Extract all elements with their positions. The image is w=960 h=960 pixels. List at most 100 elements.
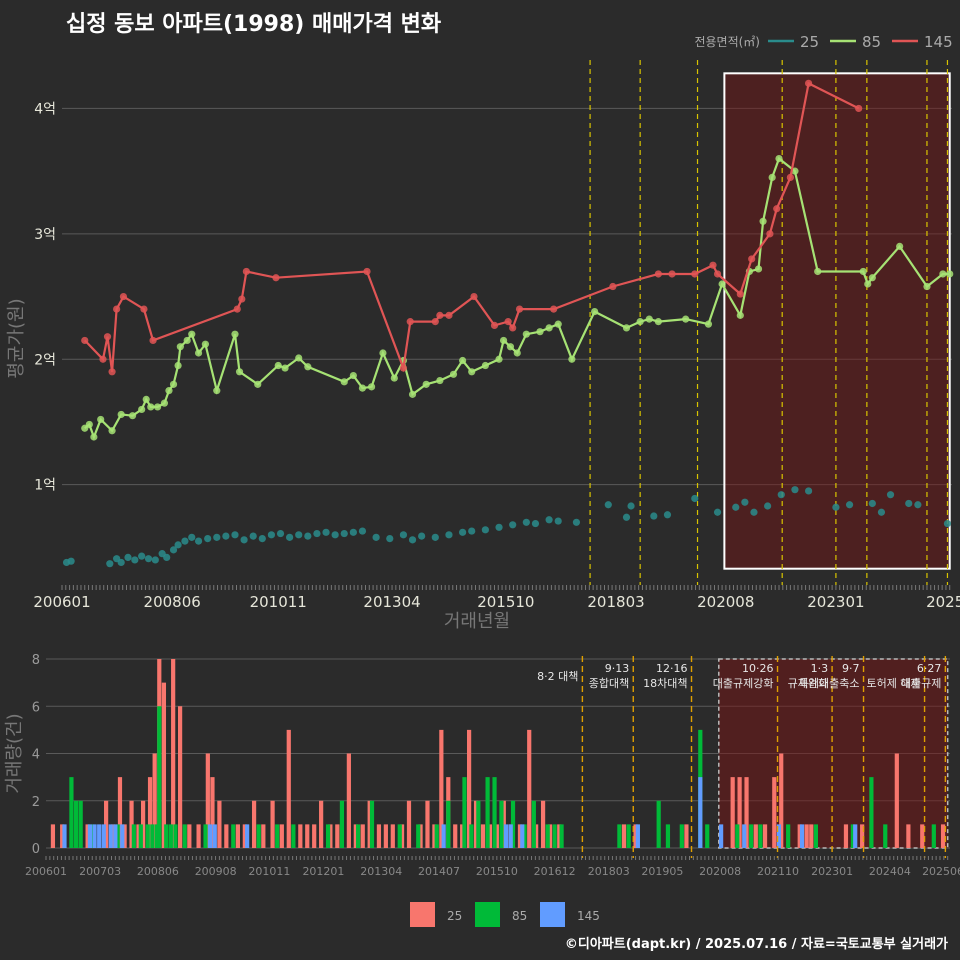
volume-bar-145 bbox=[799, 824, 805, 848]
data-point-25 bbox=[832, 503, 840, 511]
legend-label-145: 145 bbox=[924, 33, 953, 51]
credit-text: ©디아파트(dapt.kr) / 2025.07.16 / 자료=국토교통부 실… bbox=[564, 937, 948, 952]
data-point-85 bbox=[513, 349, 521, 357]
x-tick-label: 201011 bbox=[250, 593, 307, 611]
data-point-85 bbox=[522, 330, 530, 338]
volume-bar-145 bbox=[108, 824, 113, 848]
volume-bar-25 bbox=[117, 777, 123, 848]
data-point-145 bbox=[272, 274, 280, 282]
volume-bar-85 bbox=[485, 777, 490, 848]
data-point-85 bbox=[231, 330, 239, 338]
data-point-25 bbox=[764, 502, 772, 510]
volume-bar-85 bbox=[73, 800, 79, 848]
data-point-25 bbox=[531, 519, 540, 528]
data-point-25 bbox=[545, 516, 553, 524]
x-tick-label: 202404 bbox=[869, 865, 911, 878]
data-point-85 bbox=[859, 267, 867, 276]
volume-bar-25 bbox=[147, 777, 153, 848]
policy-label: 12·16 bbox=[656, 662, 688, 675]
data-point-25 bbox=[258, 534, 266, 543]
data-point-25 bbox=[914, 501, 922, 509]
data-point-25 bbox=[124, 553, 132, 562]
x-tick-label: 202008 bbox=[697, 593, 754, 611]
data-point-145 bbox=[399, 364, 408, 372]
data-point-85 bbox=[436, 376, 444, 385]
data-point-85 bbox=[591, 308, 599, 316]
data-point-145 bbox=[119, 292, 128, 301]
data-point-25 bbox=[943, 519, 952, 528]
chart-title: 십정 동보 아파트(1998) 매매가격 변화 bbox=[66, 12, 442, 37]
volume-bar-25 bbox=[129, 800, 134, 848]
volume-bar-85 bbox=[758, 824, 763, 848]
data-point-25 bbox=[286, 533, 294, 541]
volume-bar-25 bbox=[906, 824, 911, 848]
legend-label-145: 145 bbox=[577, 909, 600, 923]
data-point-85 bbox=[154, 403, 162, 411]
volume-bar-25 bbox=[473, 800, 479, 848]
policy-label: 종합대책 bbox=[589, 677, 629, 690]
volume-bar-25 bbox=[762, 824, 768, 848]
legend-swatch-25 bbox=[410, 902, 435, 927]
x-tick-label: 200806 bbox=[137, 865, 179, 878]
data-point-25 bbox=[750, 508, 758, 516]
volume-bar-25 bbox=[353, 824, 358, 848]
data-point-25 bbox=[131, 556, 139, 564]
data-point-25 bbox=[886, 491, 895, 499]
data-point-145 bbox=[504, 318, 512, 326]
data-point-85 bbox=[868, 274, 876, 282]
data-point-145 bbox=[748, 255, 756, 263]
volume-bar-85 bbox=[325, 824, 331, 848]
data-point-25 bbox=[741, 498, 749, 506]
volume-bar-25 bbox=[633, 824, 638, 848]
volume-bar-85 bbox=[869, 777, 874, 848]
volume-bar-25 bbox=[279, 824, 284, 848]
data-point-25 bbox=[240, 536, 248, 544]
data-point-85 bbox=[554, 320, 562, 328]
volume-bar-145 bbox=[62, 824, 67, 848]
volume-bar-25 bbox=[894, 753, 899, 848]
data-point-85 bbox=[174, 361, 182, 370]
data-point-85 bbox=[349, 371, 357, 380]
volume-bar-25 bbox=[383, 824, 388, 848]
policy-label: 10·26 bbox=[742, 662, 774, 675]
volume-bar-25 bbox=[772, 777, 777, 848]
x-axis-title: 거래년월 bbox=[444, 611, 510, 632]
data-point-25 bbox=[163, 553, 171, 562]
data-point-85 bbox=[295, 354, 303, 362]
data-point-85 bbox=[718, 280, 726, 288]
data-point-145 bbox=[668, 270, 676, 278]
volume-bar-145 bbox=[719, 824, 724, 848]
volume-bar-25 bbox=[860, 824, 865, 848]
data-point-85 bbox=[183, 336, 191, 345]
volume-bar-85 bbox=[78, 800, 83, 848]
data-point-85 bbox=[654, 318, 662, 326]
data-point-145 bbox=[855, 104, 863, 113]
volume-bar-25 bbox=[487, 824, 493, 848]
data-point-145 bbox=[713, 270, 722, 278]
data-point-85 bbox=[194, 349, 203, 357]
data-point-145 bbox=[515, 305, 524, 313]
volume-bar-25 bbox=[439, 729, 444, 848]
data-point-85 bbox=[274, 361, 282, 370]
volume-bar-85 bbox=[931, 824, 936, 848]
volume-bar-145 bbox=[212, 824, 217, 848]
data-point-85 bbox=[736, 311, 744, 319]
data-point-25 bbox=[204, 534, 212, 543]
data-point-25 bbox=[386, 534, 394, 543]
volume-bar-25 bbox=[809, 824, 814, 848]
y-tick-label: 1억 bbox=[34, 478, 56, 494]
volume-bar-25 bbox=[360, 824, 365, 848]
policy-label: 규제완화 bbox=[788, 677, 828, 690]
volume-bar-25 bbox=[328, 824, 333, 848]
data-point-145 bbox=[233, 305, 241, 313]
data-point-25 bbox=[213, 533, 221, 541]
volume-bar-25 bbox=[205, 753, 210, 848]
volume-bar-145 bbox=[92, 824, 97, 848]
data-point-25 bbox=[905, 499, 913, 508]
volume-bar-85 bbox=[275, 824, 280, 848]
legend-label-85: 85 bbox=[512, 909, 527, 923]
data-point-25 bbox=[267, 531, 276, 539]
data-point-85 bbox=[160, 399, 169, 407]
data-point-25 bbox=[445, 531, 453, 539]
data-point-85 bbox=[358, 384, 367, 392]
